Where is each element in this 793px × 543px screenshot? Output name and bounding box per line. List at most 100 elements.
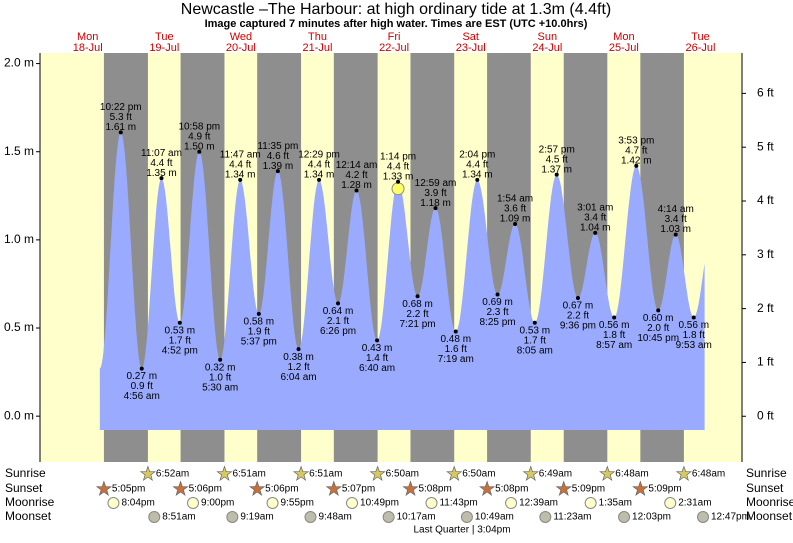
sunrise-icon [522, 465, 539, 481]
extreme-time: 3:01 am [577, 202, 613, 213]
row-label: Moonset [746, 509, 793, 523]
sunrise-time: 6:52am [156, 469, 189, 480]
extreme-m: 0.53 m [165, 325, 196, 336]
sunset-time: 5:05pm [112, 484, 145, 495]
extreme-m: 1.33 m [383, 171, 414, 182]
moonrise-icon [664, 497, 677, 509]
moonset-time: 9:48am [318, 512, 351, 523]
extreme-m: 0.38 m [283, 352, 314, 363]
moonset-icon [148, 511, 161, 523]
day-date: 24-Jul [532, 42, 562, 54]
sunrise-icon [675, 465, 693, 481]
sunset-icon [172, 480, 189, 496]
extreme-ft: 4.4 ft [150, 158, 172, 169]
tide-extreme [354, 188, 359, 193]
extreme-ft: 1.7 ft [169, 335, 191, 346]
sunrise-time: 6:51am [232, 469, 265, 480]
extreme-m: 0.53 m [520, 325, 551, 336]
extreme-m: 1.28 m [341, 180, 372, 191]
sunrise-icon [216, 465, 233, 481]
y-tick-label: 0.5 m [4, 320, 34, 334]
tide-extreme [296, 347, 301, 352]
sunset-time: 5:08pm [495, 484, 528, 495]
sunset-icon [95, 480, 113, 496]
sunset-time: 5:09pm [572, 484, 605, 495]
sunset-icon [402, 480, 419, 496]
tide-extreme [475, 177, 480, 182]
tide-extreme [593, 230, 598, 235]
tide-extreme [495, 292, 500, 297]
moonset-time: 8:51am [162, 512, 195, 523]
tide-extreme [218, 357, 223, 362]
extreme-time: 8:05 am [517, 345, 553, 356]
extreme-ft: 2.2 ft [406, 309, 428, 320]
day-name: Fri [388, 31, 401, 43]
moonrise-time: 1:35am [599, 498, 632, 509]
extreme-time: 10:45 pm [637, 333, 679, 344]
tide-extreme [159, 176, 164, 181]
extreme-ft: 4.4 ft [466, 160, 488, 171]
extreme-time: 8:57 am [596, 340, 632, 351]
day-date: 18-Jul [73, 42, 103, 54]
sunset-icon [248, 480, 266, 496]
moonrise-time: 9:00pm [201, 498, 234, 509]
extreme-ft: 1.6 ft [445, 344, 467, 355]
moonset-icon [382, 511, 395, 523]
sunrise-time: 6:50am [462, 469, 495, 480]
sunset-icon [632, 480, 649, 496]
y2-tick-label: 2 ft [757, 301, 774, 315]
tide-extreme [415, 294, 420, 299]
moonrise-time: 12:39am [519, 498, 558, 509]
row-label: Sunset [5, 481, 43, 495]
tide-extreme [139, 366, 144, 371]
y2-tick-label: 6 ft [757, 86, 774, 100]
moonset-icon [226, 511, 239, 523]
extreme-m: 1.34 m [304, 170, 335, 181]
sunrise-time: 6:50am [386, 469, 419, 480]
moonset-time: 12:47pm [711, 512, 750, 523]
extreme-time: 11:47 am [220, 150, 261, 161]
extreme-time: 6:26 pm [320, 326, 356, 337]
tide-extreme [673, 232, 678, 237]
extreme-time: 11:35 pm [257, 141, 298, 152]
extreme-ft: 2.3 ft [486, 307, 508, 318]
extreme-time: 10:58 pm [178, 121, 220, 132]
extreme-m: 0.27 m [126, 371, 157, 382]
extreme-time: 6:04 am [280, 372, 316, 383]
sunrise-time: 6:48am [692, 469, 725, 480]
tide-extreme [336, 301, 341, 306]
day-name: Sun [538, 31, 558, 43]
day-date: 26-Jul [686, 42, 716, 54]
tide-extreme [275, 169, 280, 174]
tide-extreme [554, 172, 559, 177]
tide-extreme [691, 315, 696, 320]
extreme-time: 4:14 am [658, 204, 694, 215]
tide-extreme [513, 222, 518, 227]
extreme-time: 12:29 pm [298, 150, 340, 161]
y-tick-label: 0.0 m [4, 408, 34, 422]
extreme-ft: 3.6 ft [504, 204, 526, 215]
extreme-m: 1.61 m [105, 122, 136, 133]
extreme-m: 1.37 m [541, 164, 572, 175]
tide-area [99, 132, 705, 431]
extreme-ft: 0.9 ft [131, 381, 153, 392]
sunset-time: 5:08pm [418, 484, 451, 495]
day-name: Mon [613, 31, 634, 43]
extreme-m: 0.48 m [440, 334, 471, 345]
extreme-time: 6:40 am [359, 363, 395, 374]
extreme-ft: 2.0 ft [647, 323, 669, 334]
moonset-icon [304, 511, 317, 523]
extreme-m: 1.03 m [660, 224, 691, 235]
sunset-time: 5:09pm [648, 484, 681, 495]
tide-extreme [575, 296, 580, 301]
moonrise-time: 8:04pm [121, 498, 154, 509]
extreme-m: 0.69 m [482, 297, 513, 308]
row-label: Moonrise [746, 495, 793, 509]
tide-extreme [612, 315, 617, 320]
y2-tick-label: 4 ft [757, 193, 774, 207]
extreme-time: 9:36 pm [560, 321, 596, 332]
extreme-m: 0.58 m [244, 317, 275, 328]
moonset-icon [539, 511, 552, 523]
day-name: Thu [308, 31, 327, 43]
day-date: 23-Jul [456, 42, 486, 54]
